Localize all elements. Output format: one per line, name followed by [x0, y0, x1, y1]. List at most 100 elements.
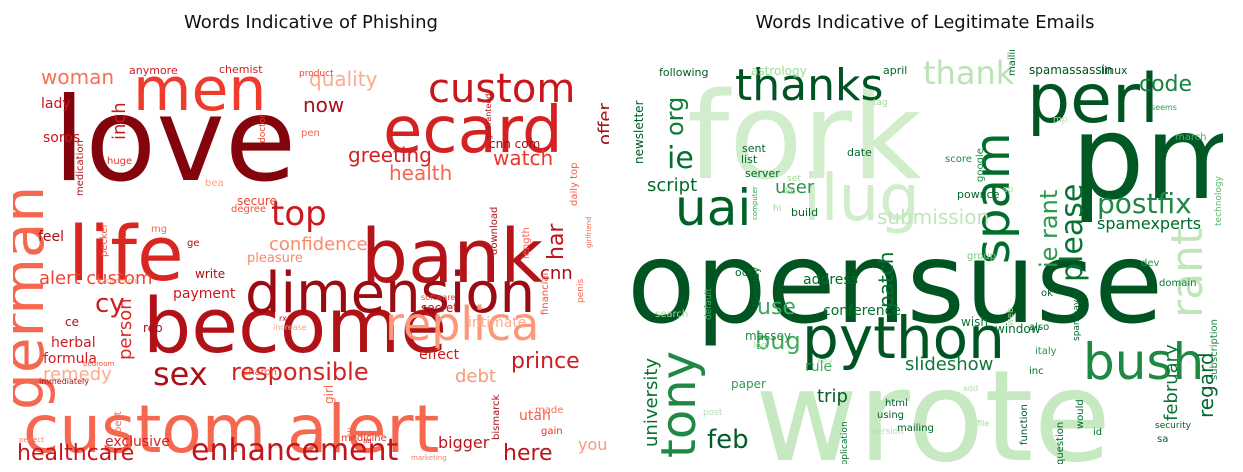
legitimate-word-log: log [753, 341, 767, 351]
phishing-word-increase: increase [273, 323, 307, 332]
legitimate-word-regard: regard [1194, 352, 1218, 418]
phishing-word-german: german [13, 186, 57, 410]
legitimate-word-tuesday: tuesday [751, 267, 762, 307]
phishing-word-quality: quality [309, 67, 378, 91]
phishing-word-watch: watch [493, 146, 553, 170]
legitimate-word-paper: paper [731, 377, 766, 391]
legitimate-word-wish: wish [961, 315, 988, 329]
phishing-word-software: software [421, 293, 455, 302]
phishing-word-bigger: bigger [438, 433, 490, 452]
legitimate-word-tag: tag [873, 98, 888, 108]
legitimate-word-thanks: thanks [735, 60, 883, 111]
legitimate-word-sent: sent [742, 142, 766, 155]
phishing-word-dimension: dimension [245, 261, 535, 326]
legitimate-word-ie-rant: ie rant [1035, 190, 1063, 268]
legitimate-word-tony: tony [651, 351, 707, 458]
legitimate-word-postfix: postfix [1097, 187, 1192, 220]
legitimate-word-mailing: mailing [897, 423, 934, 434]
phishing-word-health: health [389, 161, 452, 185]
phishing-word-medication: medication [75, 140, 86, 196]
legitimate-word-submission: submission [877, 205, 989, 229]
legitimate-word-python: python [802, 304, 1005, 372]
legitimate-word-list: list [741, 153, 758, 166]
phishing-word-alert-custom: alert custom [39, 268, 153, 289]
phishing-word-woman: woman [41, 65, 114, 89]
phishing-word-transaction: transaction [97, 277, 137, 285]
legitimate-word-march: march [1175, 132, 1207, 143]
legitimate-word-add: add [963, 384, 978, 393]
phishing-word-bank: bank [361, 214, 543, 300]
legitimate-word-spambayes: spambayes [1072, 289, 1082, 341]
legitimate-word-function: function [1019, 404, 1030, 445]
legitimate-word-spamexperts: spamexperts [1097, 214, 1201, 233]
phishing-word-write: write [195, 267, 225, 281]
legitimate-word-ok: ok [1041, 288, 1053, 299]
legitimate-word-patch: patch [874, 252, 898, 308]
legitimate-word-default: default [704, 288, 714, 320]
phishing-word-remedy: remedy [43, 364, 112, 385]
phishing-word-responsible: responsible [231, 358, 369, 386]
legitimate-word-question: question [1055, 422, 1066, 464]
legitimate-word-would: would [1075, 399, 1086, 429]
phishing-word-formula: formula [43, 351, 97, 367]
phishing-word-sex: sex [153, 355, 208, 393]
legitimate-word-search: search [655, 309, 688, 320]
phishing-word-top: top [271, 194, 327, 234]
phishing-word-made: made [535, 405, 563, 416]
legitimate-word-linux: linux [1101, 64, 1128, 77]
phishing-word-best: best [113, 411, 124, 433]
phishing-word-degree: degree [231, 204, 266, 215]
phishing-word-cnn: cnn [540, 263, 573, 284]
phishing-word-greeting: greeting [348, 143, 432, 167]
phishing-word-payment: payment [173, 286, 236, 302]
phishing-word-ecard: ecard [383, 94, 563, 168]
phishing-word-custom-alert: custom alert [23, 391, 439, 464]
legitimate-word-org: org [661, 97, 689, 136]
phishing-word-gain: gain [541, 426, 563, 437]
left-chart-title: Words Indicative of Phishing [184, 12, 438, 33]
phishing-word-healthcare: healthcare [17, 441, 134, 464]
legitimate-word-rule: rule [805, 359, 832, 375]
phishing-word-love: love [53, 73, 296, 208]
legitimate-word-inc: inc [1029, 366, 1044, 377]
phishing-word-doctor: doctor [258, 114, 268, 143]
phishing-word-download: download [489, 207, 500, 255]
phishing-word-anymore: anymore [129, 64, 178, 77]
phishing-word-debt: debt [455, 366, 496, 387]
legitimate-word-address: address [803, 272, 858, 288]
legitimate-word-slideshow: slideshow [905, 354, 993, 375]
legitimate-word-trip: trip [817, 386, 848, 407]
legitimate-word-opensuse: opensuse [627, 219, 1163, 349]
legitimate-background [627, 50, 1223, 464]
phishing-word-now: now [303, 93, 344, 117]
legitimate-word-perl: perl [1027, 60, 1159, 139]
phishing-word-ad: ad [363, 437, 372, 445]
phishing-word-bismarck: bismarck [491, 394, 502, 440]
phishing-word-pill: pill [347, 427, 358, 442]
phishing-word-person: person [115, 298, 136, 360]
phishing-word-feel: feel [38, 229, 64, 245]
phishing-word-secure: secure [237, 194, 277, 208]
phishing-word-bea: bea [205, 178, 224, 189]
legitimate-word-bug: bug [755, 327, 801, 355]
legitimate-word-astrology: astrology [751, 64, 807, 78]
phishing-word-exclusive: exclusive [105, 434, 170, 450]
legitimate-word-score: score [945, 154, 972, 165]
legitimate-word-please: please [1055, 184, 1090, 282]
phishing-word-intimate: intimate [468, 315, 526, 331]
legitimate-word-set: set [787, 174, 801, 184]
legitimate-word-sa: sa [1157, 434, 1168, 445]
phishing-word-financial: financial [540, 273, 551, 315]
legitimate-word-fork: fork [687, 68, 922, 207]
phishing-word-utah: utah [519, 408, 551, 424]
legitimate-word-conference: conference [823, 303, 901, 319]
phishing-word-rep: rep [143, 321, 163, 335]
legitimate-word-file: file [977, 419, 989, 428]
phishing-word-lady: lady [41, 96, 71, 112]
legitimate-word-wrote: wrote [755, 343, 1111, 464]
legitimate-word-thank: thank [923, 54, 1015, 92]
legitimate-word-pm: pm [1071, 91, 1223, 226]
legitimate-word-post: post [703, 408, 723, 418]
phishing-word-mg: mg [151, 224, 167, 235]
